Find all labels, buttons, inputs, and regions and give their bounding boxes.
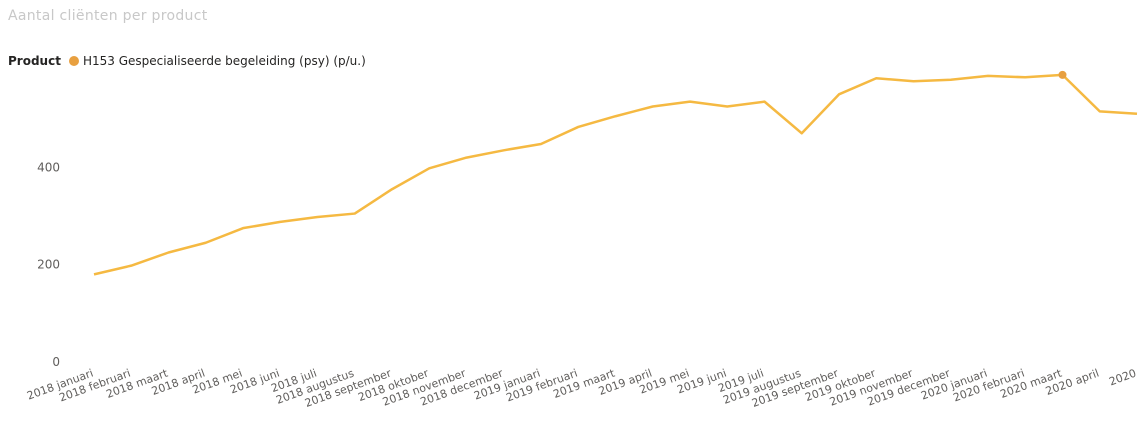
data-point[interactable]	[538, 141, 544, 147]
data-point[interactable]	[501, 147, 507, 153]
data-point[interactable]	[166, 250, 172, 256]
data-point[interactable]	[128, 263, 134, 269]
data-point[interactable]	[948, 77, 954, 83]
data-point[interactable]	[1058, 70, 1067, 79]
y-tick-label: 400	[37, 160, 60, 174]
data-point[interactable]	[836, 91, 842, 97]
y-tick-label: 200	[37, 258, 60, 272]
legend-series-name[interactable]: H153 Gespecialiseerde begeleiding (psy) …	[82, 54, 366, 68]
legend-marker-icon	[68, 56, 79, 66]
data-point[interactable]	[575, 124, 581, 130]
data-point[interactable]	[464, 155, 470, 161]
data-point[interactable]	[389, 186, 395, 192]
data-point[interactable]	[762, 99, 768, 105]
chart-title: Aantal cliënten per product	[8, 8, 208, 24]
data-point[interactable]	[687, 99, 693, 105]
data-point[interactable]	[724, 104, 730, 110]
data-point[interactable]	[613, 113, 619, 119]
data-point[interactable]	[650, 104, 656, 110]
data-point[interactable]	[203, 240, 209, 246]
data-point[interactable]	[985, 73, 991, 79]
data-point[interactable]	[1134, 111, 1140, 117]
series-line[interactable]	[93, 73, 1138, 276]
data-point[interactable]	[873, 75, 879, 81]
data-point[interactable]	[91, 271, 97, 277]
data-point[interactable]	[240, 225, 246, 231]
data-point[interactable]	[426, 165, 432, 171]
legend-label: Product	[8, 54, 61, 68]
x-tick-label: 2020	[1107, 367, 1138, 389]
y-tick-label: 0	[52, 355, 60, 369]
data-point[interactable]	[352, 211, 358, 217]
data-point[interactable]	[911, 78, 917, 84]
data-point[interactable]	[277, 219, 283, 225]
data-point[interactable]	[1022, 74, 1028, 80]
data-point[interactable]	[1097, 108, 1103, 114]
data-point[interactable]	[315, 214, 321, 220]
data-point[interactable]	[799, 130, 805, 136]
legend: Product H153 Gespecialiseerde begeleidin…	[8, 54, 366, 68]
